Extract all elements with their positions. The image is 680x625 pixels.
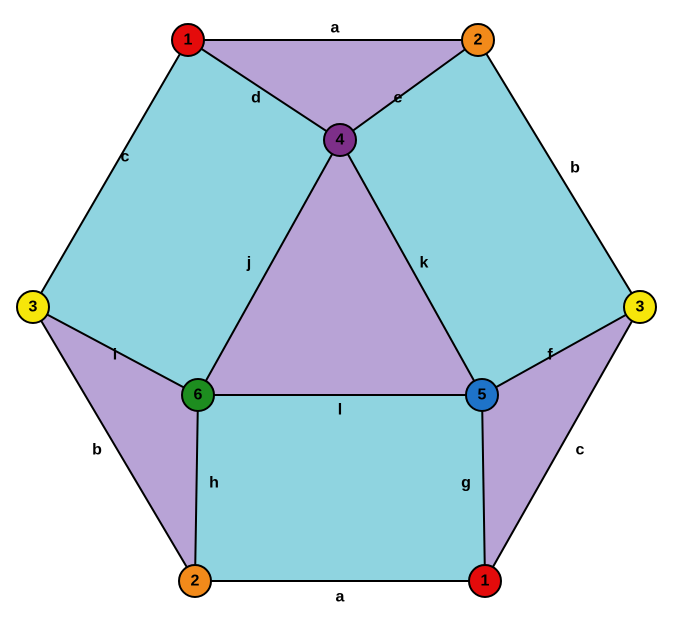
edge-label-a_bot: a <box>336 589 345 606</box>
edge-label-g: g <box>461 475 471 492</box>
edge-label-a_top: a <box>331 20 340 37</box>
edge-label-b_r: b <box>570 160 580 177</box>
node-label-n6: 6 <box>194 387 203 404</box>
node-label-n2bot: 2 <box>191 573 200 590</box>
edge-label-e: e <box>394 90 403 107</box>
node-label-n1bot: 1 <box>481 573 490 590</box>
edge-label-f: f <box>547 347 553 364</box>
face-quad <box>195 395 485 581</box>
faces <box>33 40 640 581</box>
node-label-n5: 5 <box>478 387 487 404</box>
graph-diagram: a b c d e f g h i j k l b c a 1 2 3 3 2 1 4 5 6 <box>0 0 680 625</box>
edge-label-b_l: b <box>92 442 102 459</box>
node-label-n3left: 3 <box>29 299 38 316</box>
node-label-n3right: 3 <box>636 299 645 316</box>
edge-label-d: d <box>251 90 261 107</box>
edge-label-i: i <box>113 347 117 364</box>
edge-label-j: j <box>246 255 251 272</box>
node-label-n2top: 2 <box>474 32 483 49</box>
node-label-n4: 4 <box>336 132 345 149</box>
edge-label-k: k <box>420 255 429 272</box>
edge-label-c_l: c <box>121 149 130 166</box>
edge-label-c_r: c <box>576 442 585 459</box>
edge-label-l: l <box>338 402 342 419</box>
node-label-n1top: 1 <box>184 32 193 49</box>
edge-label-h: h <box>209 475 219 492</box>
